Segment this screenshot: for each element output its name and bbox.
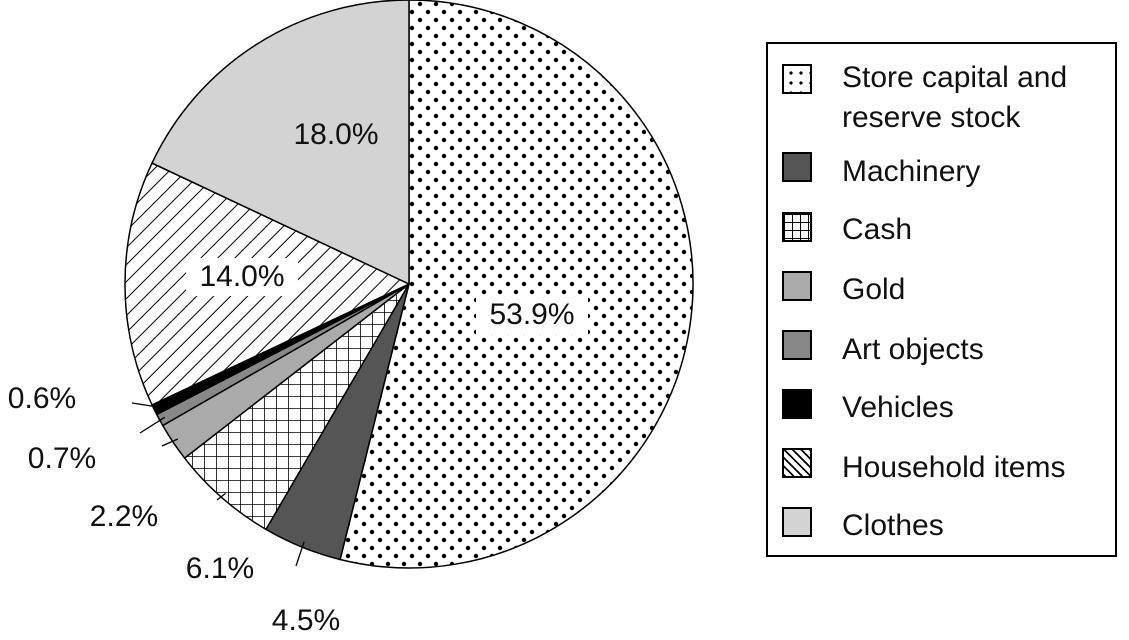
legend-swatch-machinery xyxy=(782,152,812,182)
legend-label-household-items: Household items xyxy=(842,451,1066,484)
pie-chart: 53.9% 4.5% 6.1% 2.2% 0.7% 0.6% 14.0% 18.0% xyxy=(8,0,694,637)
legend-swatch-clothes xyxy=(782,507,812,537)
data-label-clothes: 18.0% xyxy=(293,118,378,151)
leader-line-cash xyxy=(216,492,226,501)
legend-label-clothes: Clothes xyxy=(842,509,944,542)
legend-label-vehicles: Vehicles xyxy=(842,391,954,424)
slice-labels: 53.9% 4.5% 6.1% 2.2% 0.7% 0.6% 14.0% 18.0% xyxy=(8,116,588,637)
data-label-machinery: 4.5% xyxy=(272,604,340,637)
legend-swatch-household-items xyxy=(782,448,812,478)
data-label-cash: 6.1% xyxy=(186,552,254,585)
legend-label-store-capital-and-reserve-stock: Store capital and reserve stock xyxy=(842,61,1068,134)
pie-slice-store-capital-and-reserve-stock xyxy=(339,0,694,569)
legend-label-gold: Gold xyxy=(842,273,906,306)
legend-label-machinery: Machinery xyxy=(842,155,981,188)
leader-lines xyxy=(131,402,305,567)
data-label-bg-clothes xyxy=(280,116,392,154)
legend: Store capital and reserve stock Machinery… xyxy=(766,42,1117,557)
legend-swatch-vehicles xyxy=(782,389,812,419)
leader-line-art-objects xyxy=(139,416,166,434)
legend-swatch-store-capital-and-reserve-stock xyxy=(782,64,812,94)
data-label-household-items: 14.0% xyxy=(199,260,284,293)
data-label-bg-household-items xyxy=(186,258,298,296)
leader-line-vehicles xyxy=(131,402,160,408)
legend-swatch-art-objects xyxy=(782,330,812,360)
leader-line-machinery xyxy=(295,541,305,567)
data-label-art-objects: 0.7% xyxy=(28,442,96,475)
data-label-gold: 2.2% xyxy=(90,500,158,533)
legend-swatch-cash xyxy=(782,212,812,242)
data-label-bg-store-capital-and-reserve-stock xyxy=(476,296,588,334)
data-label-store-capital-and-reserve-stock: 53.9% xyxy=(489,298,574,331)
leader-line-gold xyxy=(161,438,179,447)
legend-swatch-gold xyxy=(782,271,812,301)
legend-label-cash: Cash xyxy=(842,213,913,246)
data-label-vehicles: 0.6% xyxy=(8,382,76,415)
legend-label-art-objects: Art objects xyxy=(842,333,984,366)
